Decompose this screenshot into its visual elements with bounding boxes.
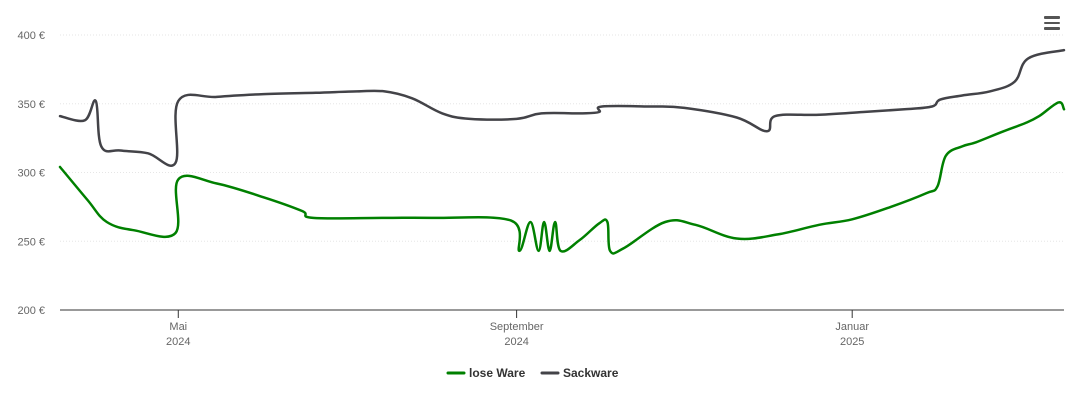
legend-item-sackware[interactable]: Sackware [540,366,619,380]
y-axis-labels: 200 € 250 € 300 € 350 € 400 € [17,30,45,317]
y-tick-label-400: 400 € [17,30,45,42]
hamburger-menu-icon[interactable] [1040,12,1064,34]
series-line-lose-ware [58,101,1066,255]
x-tick-label-month-2: Januar [835,321,869,333]
y-tick-label-300: 300 € [17,168,45,180]
legend[interactable]: lose Ware Sackware [446,366,619,380]
series-line-sackware [58,48,1066,167]
grid-lines [60,34,1064,311]
legend-label: Sackware [563,366,619,380]
x-tick-label-year-2: 2025 [840,336,864,348]
x-tick-label-year-0: 2024 [166,336,190,348]
series-lines [58,48,1066,255]
x-axis: Mai 2024 September 2024 Januar 2025 [166,310,869,348]
x-tick-label-month-1: September [490,321,544,333]
y-tick-label-200: 200 € [17,305,45,317]
x-tick-label-month-0: Mai [169,321,187,333]
legend-label: lose Ware [469,366,526,380]
x-tick-label-year-1: 2024 [504,336,528,348]
legend-item-lose-ware[interactable]: lose Ware [446,366,526,380]
y-tick-label-350: 350 € [17,99,45,111]
y-tick-label-250: 250 € [17,236,45,248]
